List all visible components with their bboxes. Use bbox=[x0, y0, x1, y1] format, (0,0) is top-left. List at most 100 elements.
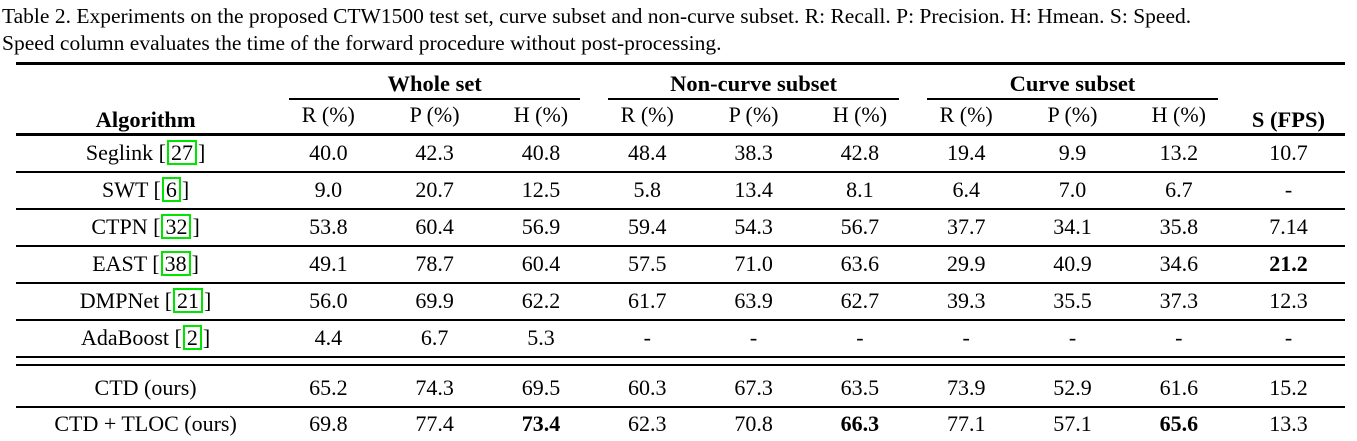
speed-cell: - bbox=[1231, 319, 1345, 357]
group-header-whole-set: Whole set bbox=[275, 64, 594, 100]
metric-cell: 4.4 bbox=[275, 319, 382, 357]
metric-cell: 57.1 bbox=[1019, 406, 1126, 441]
algorithm-name: Seglink [ bbox=[85, 140, 166, 165]
metric-cell: 69.9 bbox=[381, 282, 488, 320]
metric-cell: 5.8 bbox=[594, 171, 701, 209]
metric-cell: 69.5 bbox=[521, 375, 561, 400]
algorithm-cell: DMPNet [21] bbox=[16, 282, 276, 320]
table-row: CTD (ours) 65.2 74.3 69.5 60.3 67.3 63.5 73.9 52… bbox=[16, 365, 1345, 407]
group-label-curve-subset: Curve subset bbox=[927, 71, 1218, 100]
metric-cell: 40.8 bbox=[521, 139, 561, 165]
metric-cell: 61.6 bbox=[1159, 375, 1199, 400]
citation-link[interactable]: 38 bbox=[160, 251, 191, 276]
algorithm-cell: EAST [38] bbox=[16, 245, 276, 283]
metric-cell: 29.9 bbox=[913, 245, 1020, 283]
metric-cell: 61.7 bbox=[594, 282, 701, 320]
metric-cell: 6.7 bbox=[381, 319, 488, 357]
metric-cell: 7.0 bbox=[1019, 171, 1126, 209]
metric-cell: 52.9 bbox=[1053, 375, 1092, 400]
citation-link[interactable]: 27 bbox=[166, 140, 197, 165]
col-header-noncurve-hmean: H (%) bbox=[832, 102, 888, 127]
citation-bracket: ] bbox=[181, 177, 190, 202]
metric-cell: 9.0 bbox=[275, 171, 382, 209]
table-row: CTPN [32] 53.8 60.4 56.9 59.4 54.3 56.7 37.7 34.… bbox=[16, 208, 1345, 246]
metric-cell: 42.8 bbox=[840, 139, 880, 165]
metric-cell: - bbox=[1019, 319, 1126, 357]
metric-cell: 6.4 bbox=[913, 171, 1020, 209]
speed-cell: 12.3 bbox=[1231, 282, 1345, 320]
metric-cell: 66.3 bbox=[806, 406, 914, 441]
citation-link[interactable]: 32 bbox=[161, 214, 192, 239]
metric-cell: 5.3 bbox=[487, 319, 595, 357]
speed-cell: 21.2 bbox=[1231, 245, 1345, 283]
metric-cell: 13.2 bbox=[1159, 139, 1199, 165]
metric-cell: 49.1 bbox=[275, 245, 382, 283]
metric-cell: 20.7 bbox=[381, 171, 488, 209]
section-separator-double-rule bbox=[16, 356, 1345, 366]
metric-cell: 40.9 bbox=[1019, 245, 1126, 283]
metric-cell: 34.1 bbox=[1019, 208, 1126, 246]
speed-cell: 10.7 bbox=[1269, 139, 1308, 165]
metric-cell: 35.8 bbox=[1125, 208, 1232, 246]
speed-cell: 7.14 bbox=[1231, 208, 1345, 246]
metric-cell: 63.6 bbox=[806, 245, 914, 283]
group-header-row: Algorithm Whole set Non-curve subset Cur… bbox=[16, 64, 1345, 132]
table-body: Seglink [27] 40.0 42.3 40.8 48.4 38.3 42.8 19.4… bbox=[16, 135, 1345, 441]
metric-cell: 63.5 bbox=[840, 375, 880, 400]
metric-cell: 34.6 bbox=[1125, 245, 1232, 283]
speed-column-header: S (FPS) bbox=[1251, 107, 1326, 132]
metric-cell: 56.0 bbox=[275, 282, 382, 320]
metric-cell: 54.3 bbox=[700, 208, 807, 246]
metric-cell: 39.3 bbox=[913, 282, 1020, 320]
results-table: Algorithm Whole set Non-curve subset Cur… bbox=[16, 62, 1345, 441]
metric-cell: 62.7 bbox=[806, 282, 914, 320]
metric-cell: 56.7 bbox=[806, 208, 914, 246]
col-header-noncurve-precision: P (%) bbox=[728, 102, 779, 127]
table-row: SWT [6] 9.0 20.7 12.5 5.8 13.4 8.1 6.4 7.0 6.7- bbox=[16, 171, 1345, 209]
metric-cell: 63.9 bbox=[700, 282, 807, 320]
metric-cell: 6.7 bbox=[1125, 171, 1232, 209]
group-header-curve-subset: Curve subset bbox=[913, 64, 1232, 100]
group-header-non-curve-subset: Non-curve subset bbox=[594, 64, 913, 100]
table-row: EAST [38] 49.1 78.7 60.4 57.5 71.0 63.6 29.9 40.… bbox=[16, 245, 1345, 283]
metric-cell: 19.4 bbox=[946, 139, 986, 165]
metric-cell: 78.7 bbox=[381, 245, 488, 283]
metric-cell: 38.3 bbox=[734, 139, 773, 165]
col-header-curve-precision: P (%) bbox=[1047, 102, 1098, 127]
metric-cell: 35.5 bbox=[1019, 282, 1126, 320]
citation-bracket: ] bbox=[197, 140, 206, 165]
col-header-whole-recall: R (%) bbox=[301, 102, 355, 127]
col-header-whole-hmean: H (%) bbox=[513, 102, 569, 127]
metric-cell: 69.8 bbox=[275, 406, 382, 441]
col-header-whole-precision: P (%) bbox=[409, 102, 460, 127]
metric-cell: 9.9 bbox=[1058, 139, 1087, 165]
metric-cell: 57.5 bbox=[594, 245, 701, 283]
col-header-curve-hmean: H (%) bbox=[1151, 102, 1206, 127]
metric-cell: 73.9 bbox=[946, 375, 986, 400]
algorithm-cell: Seglink [27] bbox=[16, 135, 275, 173]
metric-cell: 48.4 bbox=[628, 139, 667, 165]
algorithm-name: SWT [ bbox=[101, 177, 161, 202]
metric-cell: 67.3 bbox=[734, 375, 773, 400]
metric-cell: 8.1 bbox=[806, 171, 914, 209]
algorithm-cell: CTPN [32] bbox=[16, 208, 276, 246]
metric-cell: 65.6 bbox=[1125, 406, 1232, 441]
citation-bracket: ] bbox=[192, 214, 200, 239]
metric-cell: 71.0 bbox=[700, 245, 807, 283]
citation-link[interactable]: 6 bbox=[161, 177, 181, 202]
table-row: DMPNet [21] 56.0 69.9 62.2 61.7 63.9 62.7 39.3 3… bbox=[16, 282, 1345, 320]
algorithm-cell: CTD + TLOC (ours) bbox=[16, 406, 276, 441]
metric-cell: - bbox=[1125, 319, 1232, 357]
algorithm-name: EAST [ bbox=[92, 251, 160, 276]
metric-cell: - bbox=[913, 319, 1020, 357]
metric-cell: 42.3 bbox=[415, 139, 454, 165]
metric-cell: - bbox=[594, 319, 701, 357]
citation-link[interactable]: 21 bbox=[173, 288, 204, 313]
citation-bracket: ] bbox=[202, 325, 211, 350]
metric-cell: 12.5 bbox=[487, 171, 595, 209]
metric-cell: 60.4 bbox=[381, 208, 488, 246]
citation-link[interactable]: 2 bbox=[182, 325, 202, 350]
metric-cell: 77.4 bbox=[381, 406, 488, 441]
group-label-whole-set: Whole set bbox=[289, 71, 581, 100]
